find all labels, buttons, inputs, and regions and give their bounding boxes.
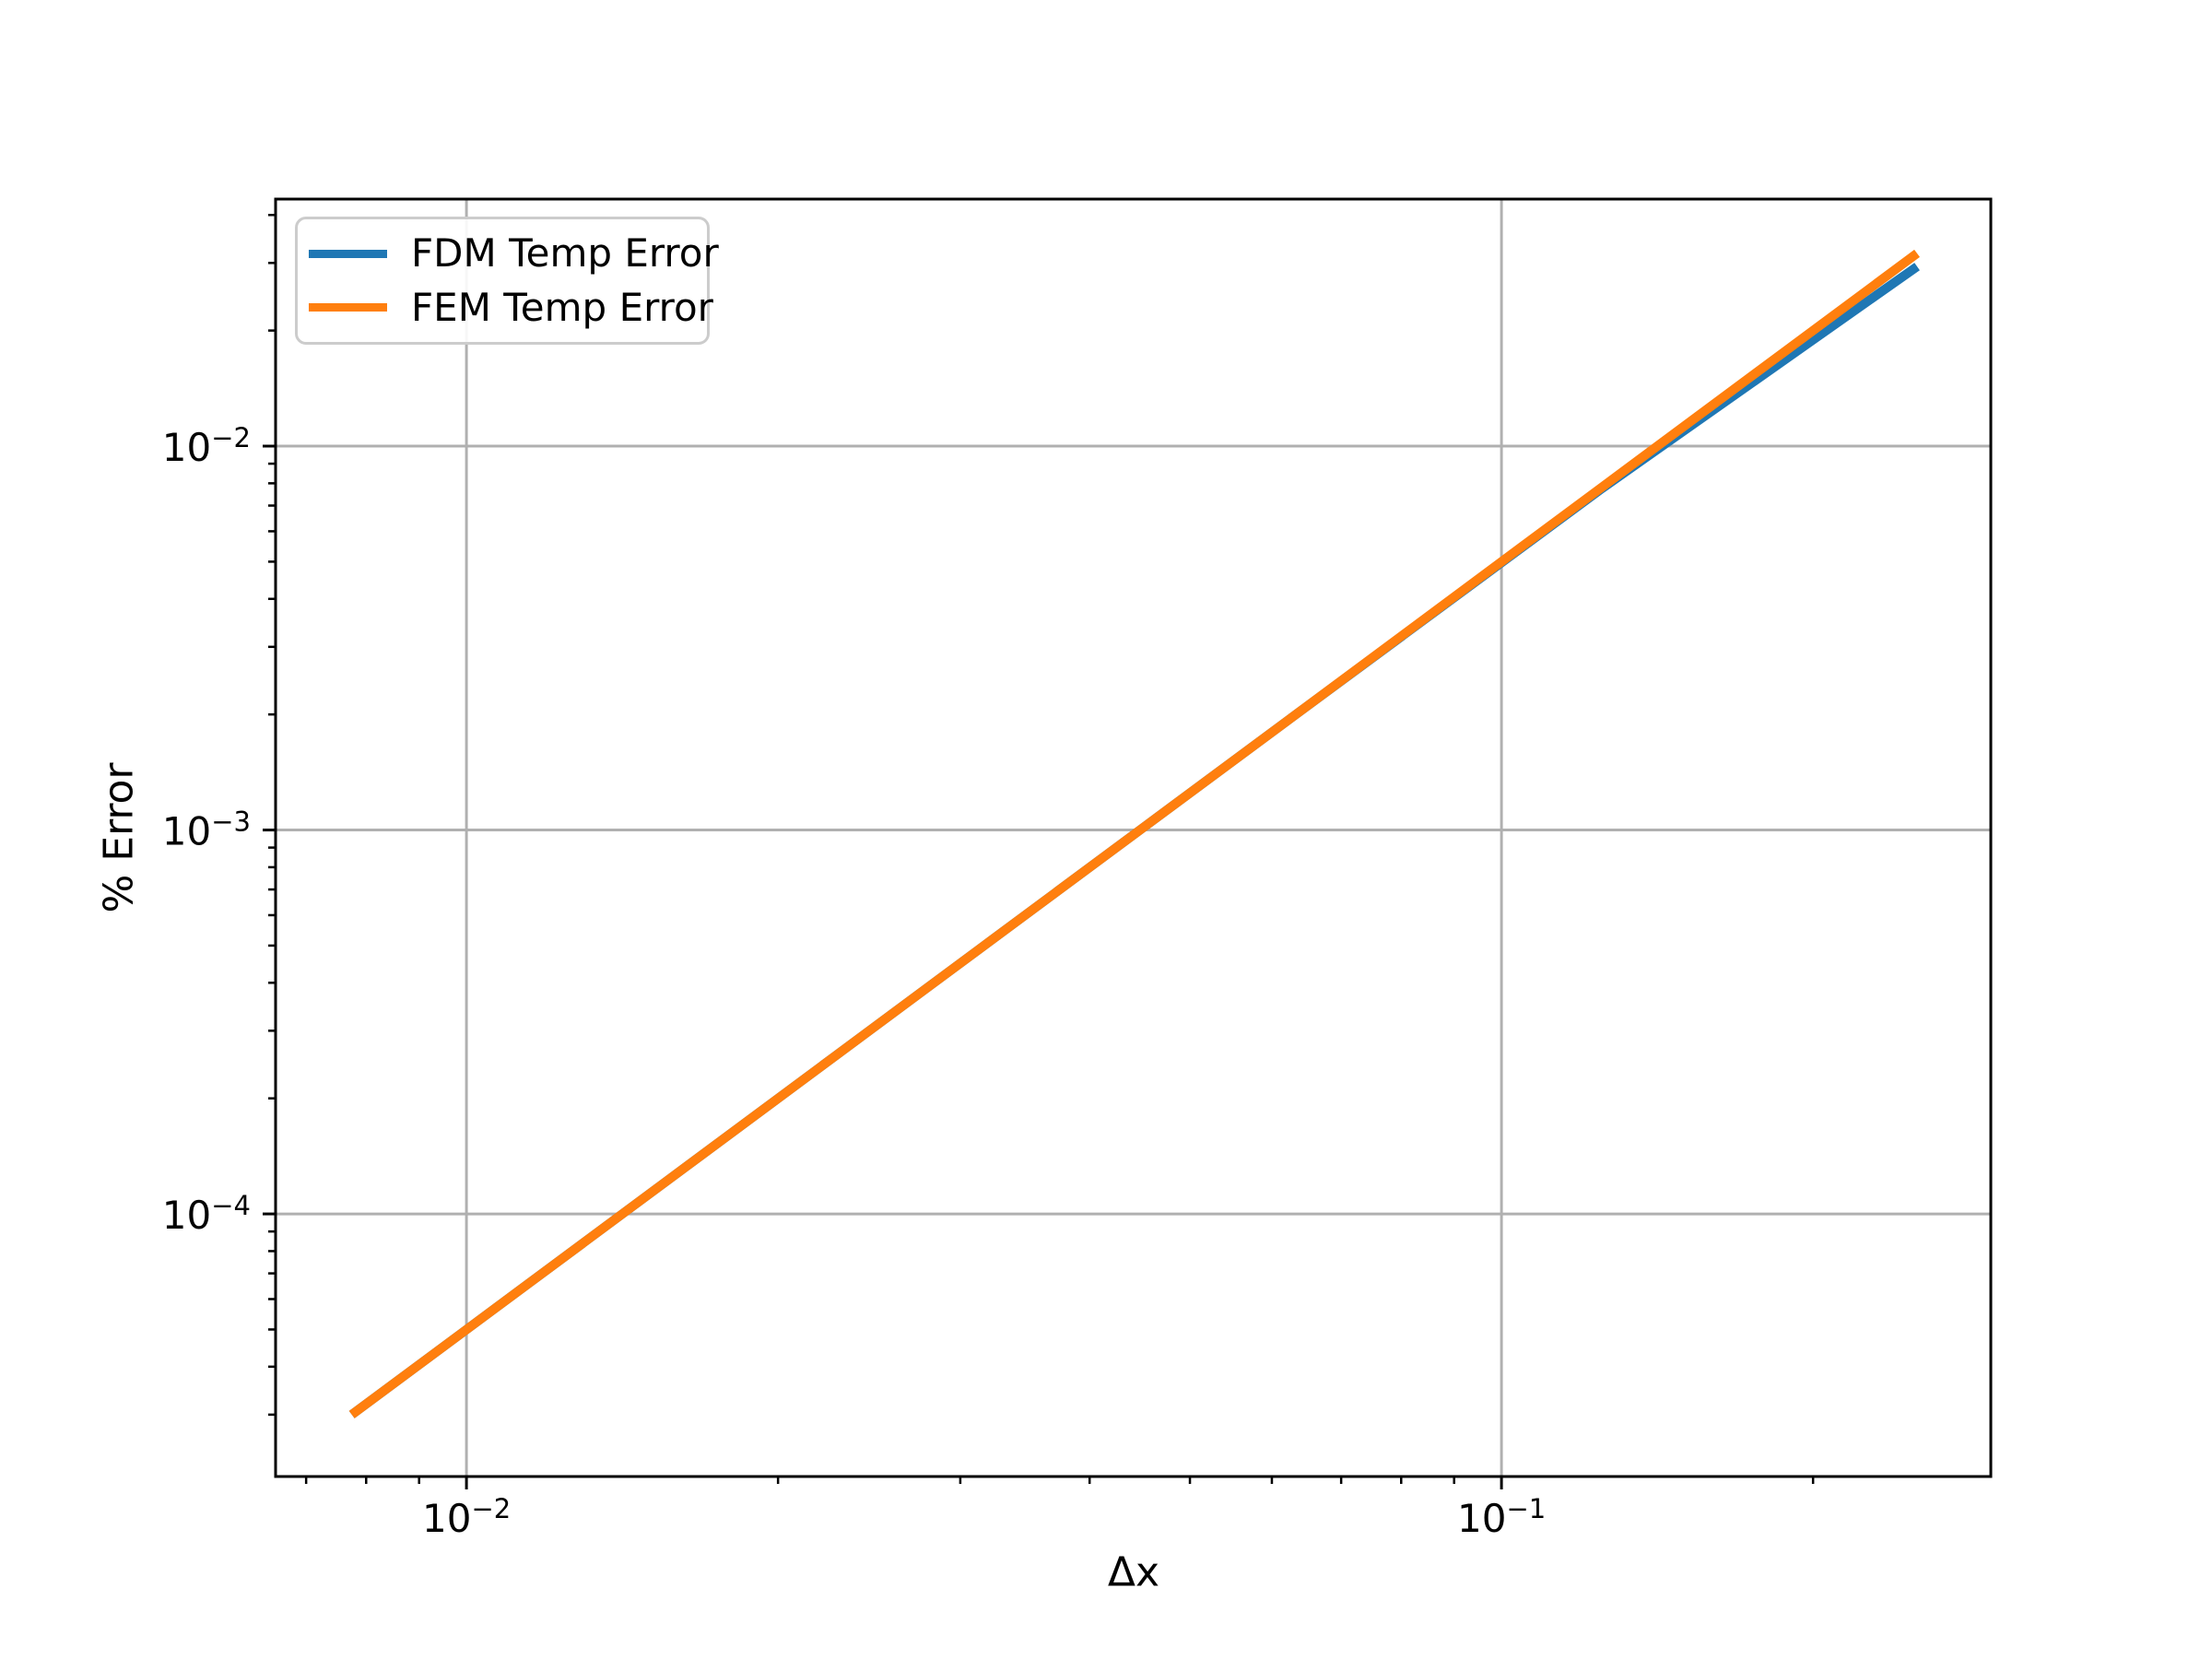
legend-entry-fdm: FDM Temp Error (309, 234, 719, 273)
fem-temp-error-line (348, 249, 1920, 1418)
legend-entry-fem: FEM Temp Error (309, 288, 713, 327)
axes-spines (274, 197, 1993, 1478)
legend: FDM Temp Error FEM Temp Error (295, 217, 719, 345)
x-tick-label: 10−2 (422, 1493, 511, 1541)
y-tick-label: 10−2 (162, 422, 251, 470)
legend-label-fdm: FDM Temp Error (411, 230, 719, 276)
x-tick-label: 10−1 (1457, 1493, 1546, 1541)
y-tick-label: 10−3 (162, 806, 251, 854)
y-tick-label: 10−4 (162, 1190, 251, 1238)
fdm-line-swatch (309, 249, 387, 258)
x-axis-label: Δx (1107, 1548, 1160, 1596)
y-axis-label: % Error (95, 762, 143, 913)
fem-line-swatch (309, 303, 387, 312)
legend-label-fem: FEM Temp Error (411, 284, 713, 330)
